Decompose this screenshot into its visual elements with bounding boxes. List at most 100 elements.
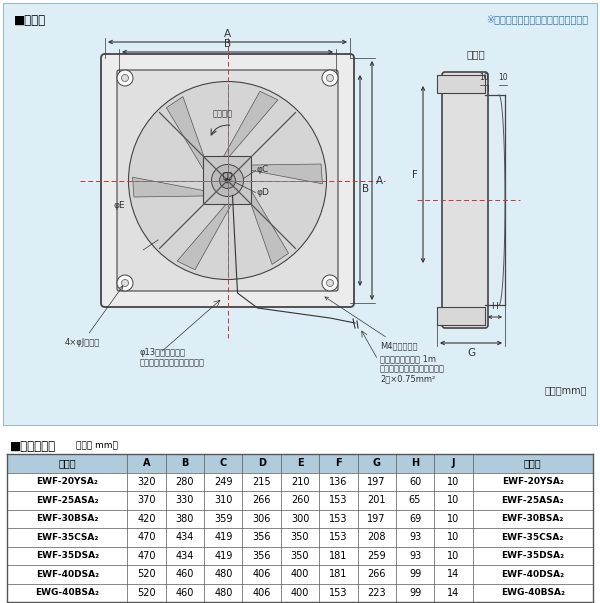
Text: 回転方向: 回転方向 [212, 110, 233, 119]
Text: 223: 223 [367, 588, 386, 598]
Text: 153: 153 [329, 588, 347, 598]
FancyBboxPatch shape [101, 54, 354, 307]
Text: 電源コード有効長 1m: 電源コード有効長 1m [380, 354, 436, 363]
Bar [7, 491, 593, 510]
Text: 356: 356 [253, 532, 271, 542]
Text: 99: 99 [409, 569, 421, 579]
Text: 266: 266 [253, 495, 271, 505]
Text: J: J [452, 458, 455, 469]
Text: 310: 310 [214, 495, 233, 505]
Text: EWG-40BSA₂: EWG-40BSA₂ [35, 589, 99, 597]
Polygon shape [221, 91, 278, 162]
Bar [437, 75, 485, 93]
Text: 359: 359 [214, 514, 233, 524]
Text: EWF-35DSA₂: EWF-35DSA₂ [501, 551, 565, 560]
Text: 197: 197 [367, 514, 386, 524]
Text: 10: 10 [498, 73, 508, 82]
Text: 460: 460 [176, 588, 194, 598]
Text: 電動シャッターコード取出用: 電動シャッターコード取出用 [140, 358, 205, 367]
Text: EWF-25ASA₂: EWF-25ASA₂ [36, 496, 98, 505]
Circle shape [212, 165, 244, 197]
Text: C: C [220, 458, 227, 469]
Text: 形　名: 形 名 [524, 458, 542, 469]
Text: 266: 266 [367, 569, 386, 579]
Text: 208: 208 [367, 532, 386, 542]
Text: 306: 306 [253, 514, 271, 524]
Polygon shape [245, 184, 289, 264]
Text: 93: 93 [409, 551, 421, 561]
Text: 356: 356 [253, 551, 271, 561]
Text: 419: 419 [214, 532, 233, 542]
Text: ■外形図: ■外形図 [14, 14, 46, 27]
Text: 470: 470 [137, 551, 156, 561]
Circle shape [326, 75, 334, 81]
Text: 10: 10 [447, 495, 460, 505]
Text: 249: 249 [214, 477, 233, 487]
Text: 400: 400 [291, 588, 309, 598]
Text: 136: 136 [329, 477, 347, 487]
Text: 風方向: 風方向 [467, 49, 485, 59]
Text: 420: 420 [137, 514, 156, 524]
Text: 260: 260 [291, 495, 309, 505]
FancyBboxPatch shape [442, 72, 488, 328]
Text: 460: 460 [176, 569, 194, 579]
Text: φC: φC [257, 165, 269, 174]
Bar [7, 528, 593, 546]
Text: 406: 406 [253, 569, 271, 579]
Text: 350: 350 [291, 551, 309, 561]
Text: EWG-40BSA₂: EWG-40BSA₂ [501, 589, 565, 597]
Text: 434: 434 [176, 551, 194, 561]
Text: 520: 520 [137, 569, 156, 579]
Text: 419: 419 [214, 551, 233, 561]
Text: 10: 10 [447, 514, 460, 524]
Text: B: B [181, 458, 188, 469]
Text: 65: 65 [409, 495, 421, 505]
Polygon shape [166, 96, 209, 177]
Text: 153: 153 [329, 514, 347, 524]
Bar [3, 3, 597, 425]
Circle shape [220, 172, 235, 189]
Circle shape [322, 275, 338, 291]
Text: A: A [143, 458, 151, 469]
Text: （単位 mm）: （単位 mm） [76, 441, 118, 450]
Text: 520: 520 [137, 588, 156, 598]
Text: EWF-20YSA₂: EWF-20YSA₂ [502, 477, 563, 486]
Text: EWF-35DSA₂: EWF-35DSA₂ [35, 551, 99, 560]
Text: 形　名: 形 名 [58, 458, 76, 469]
Text: ビニルキャブタイヤケーブル: ビニルキャブタイヤケーブル [380, 364, 445, 373]
Text: EWF-30BSA₂: EWF-30BSA₂ [36, 514, 98, 523]
Bar [7, 546, 593, 565]
Text: 320: 320 [137, 477, 156, 487]
Text: 93: 93 [409, 532, 421, 542]
Text: 60: 60 [409, 477, 421, 487]
Text: D: D [257, 458, 266, 469]
Text: EWF-40DSA₂: EWF-40DSA₂ [35, 570, 99, 579]
Text: 480: 480 [214, 588, 233, 598]
Circle shape [225, 178, 230, 183]
FancyBboxPatch shape [203, 157, 251, 204]
Circle shape [121, 75, 128, 81]
Text: 330: 330 [176, 495, 194, 505]
Text: B: B [362, 183, 369, 194]
Circle shape [121, 280, 128, 286]
Bar [7, 473, 593, 491]
Text: 480: 480 [214, 569, 233, 579]
Circle shape [117, 275, 133, 291]
Bar [7, 454, 593, 473]
FancyBboxPatch shape [117, 70, 338, 291]
Text: 197: 197 [367, 477, 386, 487]
Text: 14: 14 [447, 588, 460, 598]
Text: 370: 370 [137, 495, 156, 505]
Text: 153: 153 [329, 532, 347, 542]
Text: 406: 406 [253, 588, 271, 598]
Text: 350: 350 [291, 532, 309, 542]
Text: 69: 69 [409, 514, 421, 524]
Text: 銘板: 銘板 [223, 171, 233, 180]
Text: F: F [412, 169, 418, 180]
Text: G: G [467, 348, 475, 358]
Circle shape [322, 70, 338, 86]
Text: 215: 215 [253, 477, 271, 487]
Text: 300: 300 [291, 514, 309, 524]
Text: 210: 210 [291, 477, 309, 487]
Text: E: E [296, 458, 304, 469]
